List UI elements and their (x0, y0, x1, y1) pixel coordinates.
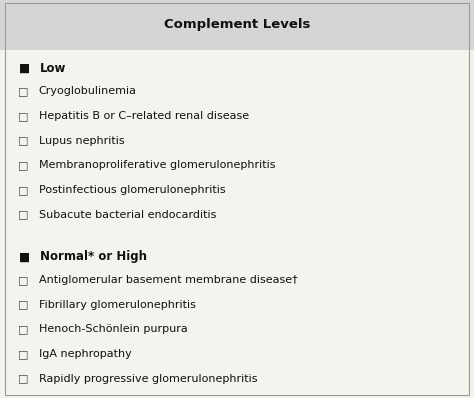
Text: Postinfectious glomerulonephritis: Postinfectious glomerulonephritis (39, 185, 226, 195)
Text: □: □ (18, 300, 28, 310)
Text: □: □ (18, 275, 28, 285)
Text: ■: ■ (19, 250, 30, 263)
Text: □: □ (18, 374, 28, 384)
Text: □: □ (18, 185, 28, 195)
Text: ■: ■ (19, 62, 30, 75)
Text: Complement Levels: Complement Levels (164, 18, 310, 31)
Text: □: □ (18, 349, 28, 359)
Text: □: □ (18, 136, 28, 146)
Text: Hepatitis B or C–related renal disease: Hepatitis B or C–related renal disease (39, 111, 249, 121)
Text: Rapidly progressive glomerulonephritis: Rapidly progressive glomerulonephritis (39, 374, 257, 384)
Text: Subacute bacterial endocarditis: Subacute bacterial endocarditis (39, 210, 216, 220)
Bar (0, 50, 474, 398)
Text: Lupus nephritis: Lupus nephritis (39, 136, 125, 146)
Text: Normal* or High: Normal* or High (40, 250, 147, 263)
Text: □: □ (18, 324, 28, 334)
Text: Low: Low (40, 62, 67, 75)
Text: □: □ (18, 160, 28, 170)
Text: Cryoglobulinemia: Cryoglobulinemia (39, 86, 137, 96)
Bar (0, 0, 474, 50)
Text: □: □ (18, 86, 28, 96)
Text: Antiglomerular basement membrane disease†: Antiglomerular basement membrane disease… (39, 275, 298, 285)
Text: Fibrillary glomerulonephritis: Fibrillary glomerulonephritis (39, 300, 196, 310)
Text: □: □ (18, 210, 28, 220)
Text: Membranoproliferative glomerulonephritis: Membranoproliferative glomerulonephritis (39, 160, 275, 170)
Text: IgA nephropathy: IgA nephropathy (39, 349, 132, 359)
Text: Henoch-Schönlein purpura: Henoch-Schönlein purpura (39, 324, 188, 334)
Text: □: □ (18, 111, 28, 121)
